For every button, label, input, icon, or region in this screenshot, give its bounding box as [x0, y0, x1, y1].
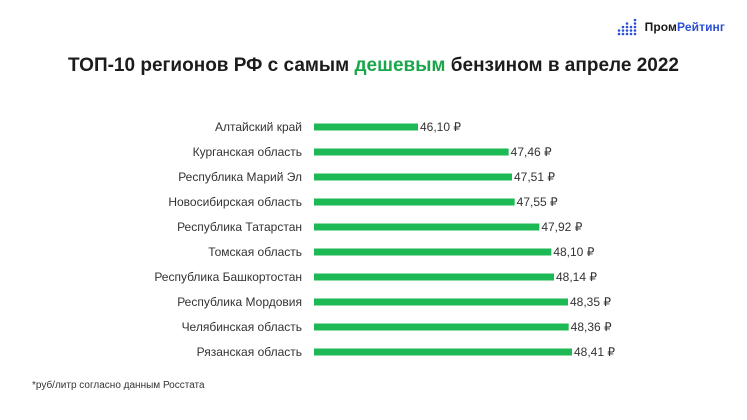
category-label: Томская область [208, 245, 302, 259]
value-label: 47,92 ₽ [541, 220, 582, 234]
bar [314, 298, 568, 306]
value-label: 48,14 ₽ [556, 270, 597, 284]
value-label: 47,46 ₽ [511, 145, 552, 159]
category-label: Рязанская область [197, 345, 302, 359]
category-label: Республика Татарстан [177, 220, 302, 234]
title-highlight: дешевым [354, 55, 446, 76]
category-label: Республика Башкортостан [154, 270, 302, 284]
value-label: 48,41 ₽ [574, 345, 615, 359]
bar [314, 123, 418, 131]
category-label: Алтайский край [215, 120, 302, 134]
bar [314, 273, 554, 281]
value-label: 46,10 ₽ [420, 120, 461, 134]
bar [314, 198, 515, 206]
chart-title: ТОП-10 регионов РФ с самым дешевым бензи… [0, 55, 747, 77]
category-label: Челябинская область [182, 320, 302, 334]
bar [314, 323, 569, 331]
category-label: Курганская область [193, 145, 302, 159]
bar [314, 173, 512, 181]
category-label: Республика Мордовия [177, 295, 302, 309]
bar [314, 248, 552, 256]
bar [314, 223, 540, 231]
logo: ПромРейтинг [617, 18, 725, 36]
bar [314, 148, 509, 156]
value-label: 48,36 ₽ [571, 320, 612, 334]
logo-text-part2: Рейтинг [677, 20, 725, 34]
category-label: Новосибирская область [168, 195, 302, 209]
title-after: бензином в апреле 2022 [445, 55, 679, 76]
category-label: Республика Марий Эл [178, 170, 302, 184]
value-label: 48,10 ₽ [553, 245, 594, 259]
value-label: 47,51 ₽ [514, 170, 555, 184]
title-before: ТОП-10 регионов РФ с самым [68, 55, 355, 76]
rating-dots-icon [617, 18, 636, 36]
footnote: *руб/литр согласно данным Росстата [32, 380, 205, 391]
logo-text-part1: Пром [644, 20, 678, 34]
value-label: 47,55 ₽ [517, 195, 558, 209]
value-label: 48,35 ₽ [570, 295, 611, 309]
logo-text: ПромРейтинг [645, 20, 725, 34]
bar [314, 348, 572, 356]
